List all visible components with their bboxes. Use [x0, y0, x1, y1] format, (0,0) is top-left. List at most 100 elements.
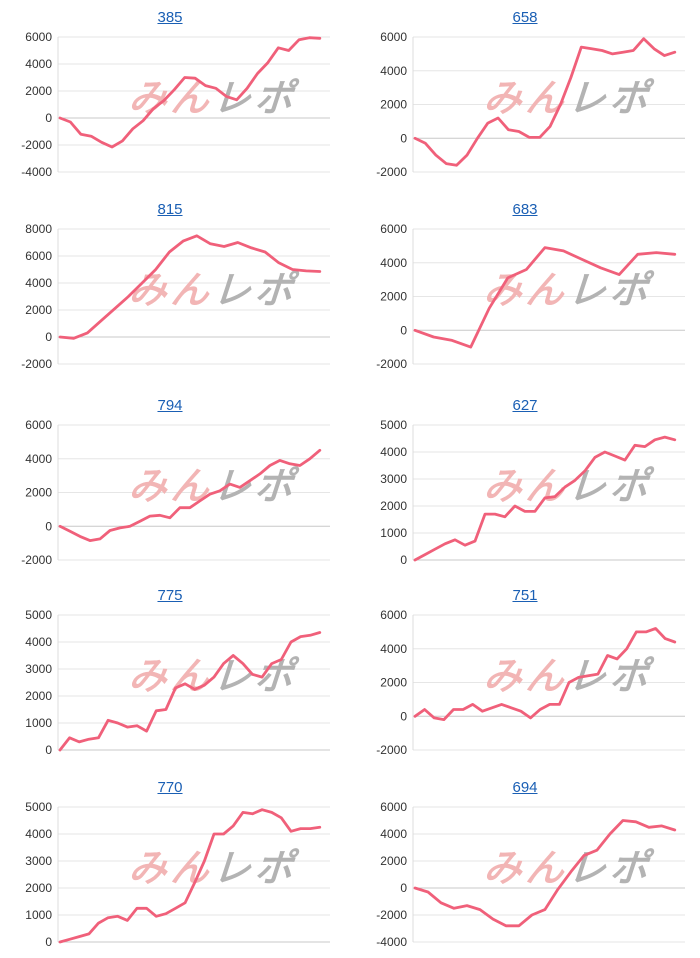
y-tick-label: 0 — [45, 519, 52, 533]
y-tick-label: 2000 — [380, 676, 407, 690]
chart-panel-8: 5000 4000 3000 2000 1000 0 みんレポ 770 — [0, 770, 340, 955]
chart-title-link[interactable]: 385 — [157, 9, 183, 26]
y-tick-label: -4000 — [376, 935, 407, 949]
y-tick-label: -2000 — [376, 165, 407, 179]
y-tick-label: 6000 — [25, 418, 52, 432]
y-tick-label: -2000 — [376, 357, 407, 371]
y-tick-label: 0 — [45, 743, 52, 757]
chart-title-link[interactable]: 815 — [157, 201, 183, 218]
chart-title-link[interactable]: 770 — [157, 779, 183, 796]
y-tick-label: -2000 — [376, 908, 407, 922]
chart-panel-2: 8000 6000 4000 2000 0 -2000 みんレポ 815 — [0, 192, 340, 377]
y-tick-label: 2000 — [380, 854, 407, 868]
series-line — [58, 234, 322, 340]
y-tick-label: 1000 — [380, 526, 407, 540]
y-tick-label: -2000 — [21, 553, 52, 567]
y-tick-label: 0 — [45, 330, 52, 344]
y-tick-label: 3000 — [25, 662, 52, 676]
y-tick-label: 5000 — [380, 418, 407, 432]
y-tick-label: 3000 — [25, 854, 52, 868]
y-tick-label: -2000 — [376, 743, 407, 757]
y-tick-label: 0 — [400, 709, 407, 723]
y-tick-label: 4000 — [25, 57, 52, 71]
series-line — [413, 435, 677, 562]
chart-panel-1: 6000 4000 2000 0 -2000 みんレポ 658 — [355, 0, 695, 185]
chart-panel-7: 6000 4000 2000 0 -2000 みんレポ 751 — [355, 578, 695, 763]
y-tick-label: 2000 — [25, 84, 52, 98]
series-line — [58, 631, 322, 752]
y-tick-label: 0 — [45, 111, 52, 125]
y-tick-label: 2000 — [25, 486, 52, 500]
chart-panel-9: 6000 4000 2000 0 -2000 -4000 みんレポ 694 — [355, 770, 695, 955]
chart-panel-4: 6000 4000 2000 0 -2000 みんレポ 794 — [0, 388, 340, 573]
y-tick-label: 0 — [45, 935, 52, 949]
y-tick-label: 6000 — [380, 222, 407, 236]
y-tick-label: 0 — [400, 323, 407, 337]
y-tick-label: 4000 — [25, 827, 52, 841]
y-tick-label: 4000 — [25, 276, 52, 290]
chart-title-link[interactable]: 683 — [512, 201, 538, 218]
chart-title-link[interactable]: 694 — [512, 779, 538, 796]
y-tick-label: 6000 — [380, 800, 407, 814]
y-tick-label: 0 — [400, 553, 407, 567]
y-tick-label: 3000 — [380, 472, 407, 486]
y-tick-label: 5000 — [25, 608, 52, 622]
y-tick-label: 6000 — [25, 30, 52, 44]
chart-title-link[interactable]: 794 — [157, 397, 183, 414]
series-line — [413, 627, 677, 722]
y-tick-label: 2000 — [25, 881, 52, 895]
chart-panel-6: 5000 4000 3000 2000 1000 0 みんレポ 775 — [0, 578, 340, 763]
chart-title-link[interactable]: 751 — [512, 587, 538, 604]
chart-panel-0: 6000 4000 2000 0 -2000 -4000 みんレポ 385 — [0, 0, 340, 185]
y-tick-label: 4000 — [25, 452, 52, 466]
chart-title-link[interactable]: 658 — [512, 9, 538, 26]
chart-title-link[interactable]: 775 — [157, 587, 183, 604]
y-tick-label: 2000 — [25, 303, 52, 317]
chart-panel-5: 5000 4000 3000 2000 1000 0 みんレポ 627 — [355, 388, 695, 573]
y-tick-label: -2000 — [21, 357, 52, 371]
y-tick-label: 8000 — [25, 222, 52, 236]
y-tick-label: 4000 — [380, 256, 407, 270]
chart-title-link[interactable]: 627 — [512, 397, 538, 414]
y-tick-label: 6000 — [25, 249, 52, 263]
y-tick-label: 6000 — [380, 608, 407, 622]
series-line — [413, 246, 677, 349]
y-tick-label: 6000 — [380, 30, 407, 44]
y-tick-label: 1000 — [25, 908, 52, 922]
y-tick-label: 4000 — [380, 827, 407, 841]
y-tick-label: -4000 — [21, 165, 52, 179]
y-tick-label: 2000 — [380, 290, 407, 304]
y-tick-label: 5000 — [25, 800, 52, 814]
y-tick-label: 4000 — [380, 445, 407, 459]
series-line — [58, 36, 322, 149]
y-tick-label: 0 — [400, 881, 407, 895]
y-tick-label: 1000 — [25, 716, 52, 730]
series-line — [58, 448, 322, 543]
series-line — [58, 808, 322, 944]
y-tick-label: 2000 — [380, 499, 407, 513]
y-tick-label: -2000 — [21, 138, 52, 152]
y-tick-label: 4000 — [380, 642, 407, 656]
y-tick-label: 2000 — [25, 689, 52, 703]
y-tick-label: 0 — [400, 131, 407, 145]
y-tick-label: 4000 — [380, 64, 407, 78]
